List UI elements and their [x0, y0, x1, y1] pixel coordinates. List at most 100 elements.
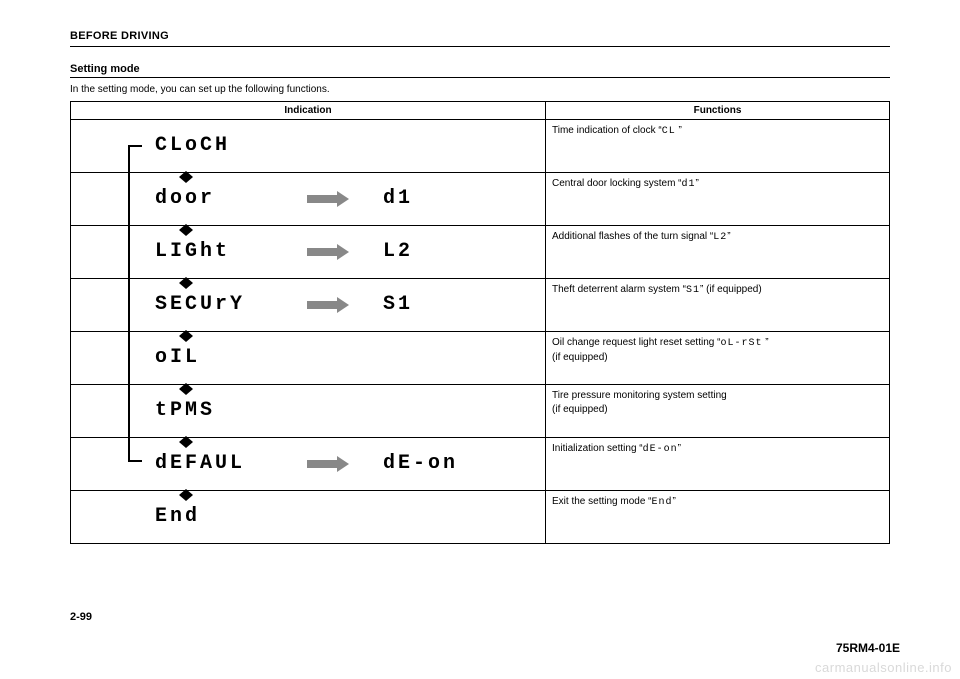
function-prefix: Time indication of clock “	[552, 125, 662, 136]
function-text: Tire pressure monitoring system setting	[552, 389, 883, 403]
arrow-right-icon	[307, 456, 349, 472]
indication-wrap: door d1	[77, 177, 539, 221]
function-suffix: ”	[727, 231, 730, 242]
table-container: Indication Functions CLoCH Time indicatio…	[70, 101, 890, 544]
table-row: CLoCH Time indication of clock “CL ”	[71, 120, 890, 173]
function-text: Additional flashes of the turn signal “L…	[552, 230, 883, 245]
function-cell: Central door locking system “d1”	[546, 173, 890, 226]
arrow-right-icon	[307, 191, 349, 207]
function-suffix: ”	[676, 125, 682, 136]
indication-sub-seg: d1	[383, 187, 413, 210]
section-rule	[70, 46, 890, 47]
arrow-right-icon	[307, 297, 349, 313]
updown-icon	[179, 277, 193, 289]
function-cell: Tire pressure monitoring system setting (…	[546, 385, 890, 438]
updown-icon	[179, 330, 193, 342]
indication-sub-seg: dE-on	[383, 452, 458, 475]
function-prefix: Central door locking system “	[552, 178, 682, 189]
col-indication: Indication	[71, 102, 546, 120]
function-prefix: Oil change request light reset setting “	[552, 337, 720, 348]
watermark: carmanualsonline.info	[815, 660, 952, 675]
indication-main-seg: door	[155, 187, 215, 210]
function-code: End	[652, 497, 673, 508]
function-text: Oil change request light reset setting “…	[552, 336, 883, 351]
function-prefix: Initialization setting “	[552, 443, 643, 454]
function-code: oL-rSt	[720, 338, 762, 349]
function-prefix: Additional flashes of the turn signal “	[552, 231, 713, 242]
function-prefix: Tire pressure monitoring system setting	[552, 390, 727, 401]
indication-cell: End	[71, 491, 546, 544]
function-code: d1	[682, 179, 696, 190]
indication-cell: dEFAUL dE-on	[71, 438, 546, 491]
function-cell: Oil change request light reset setting “…	[546, 332, 890, 385]
table-row: doord1Central door locking system “d1”	[71, 173, 890, 226]
indication-wrap: dEFAUL dE-on	[77, 442, 539, 486]
table-row: oIL Oil change request light reset settin…	[71, 332, 890, 385]
indication-wrap: End	[77, 495, 539, 539]
updown-icon	[179, 171, 193, 183]
document-code: 75RM4-01E	[836, 641, 900, 655]
function-suffix: ” (if equipped)	[700, 284, 762, 295]
function-suffix: ”	[762, 337, 768, 348]
indication-wrap: CLoCH	[77, 124, 539, 168]
indication-sub-seg: L2	[383, 240, 413, 263]
indication-sub-seg: S1	[383, 293, 413, 316]
updown-icon	[179, 224, 193, 236]
table-row: dEFAULdE-onInitialization setting “dE-on…	[71, 438, 890, 491]
function-suffix: ”	[673, 496, 676, 507]
indication-main-seg: CLoCH	[155, 134, 230, 157]
function-text: Central door locking system “d1”	[552, 177, 883, 192]
table-row: SECUrYS1Theft deterrent alarm system “S1…	[71, 279, 890, 332]
indication-main-seg: dEFAUL	[155, 452, 245, 475]
function-prefix: Theft deterrent alarm system “	[552, 284, 686, 295]
setting-mode-heading: Setting mode	[70, 63, 890, 75]
settings-tbody: CLoCHTime indication of clock “CL ”doord…	[71, 120, 890, 544]
function-text: Initialization setting “dE-on”	[552, 442, 883, 457]
table-row: EndExit the setting mode “End”	[71, 491, 890, 544]
function-text: Exit the setting mode “End”	[552, 495, 883, 510]
updown-icon	[179, 489, 193, 501]
indication-main-seg: tPMS	[155, 399, 215, 422]
function-prefix: Exit the setting mode “	[552, 496, 652, 507]
function-extra: (if equipped)	[552, 351, 883, 365]
function-cell: Initialization setting “dE-on”	[546, 438, 890, 491]
updown-icon	[179, 436, 193, 448]
table-row: LIGhtL2Additional flashes of the turn si…	[71, 226, 890, 279]
function-extra: (if equipped)	[552, 403, 883, 417]
indication-cell: CLoCH	[71, 120, 546, 173]
function-code: S1	[686, 285, 700, 296]
page-number: 2-99	[70, 611, 92, 623]
indication-cell: SECUrY S1	[71, 279, 546, 332]
section-label: BEFORE DRIVING	[70, 30, 890, 42]
indication-main-seg: SECUrY	[155, 293, 245, 316]
function-text: Time indication of clock “CL ”	[552, 124, 883, 139]
function-code: dE-on	[643, 444, 678, 455]
manual-page: BEFORE DRIVING Setting mode In the setti…	[0, 0, 960, 679]
function-suffix: ”	[696, 178, 699, 189]
intro-text: In the setting mode, you can set up the …	[70, 84, 890, 95]
indication-cell: oIL	[71, 332, 546, 385]
function-text: Theft deterrent alarm system “S1” (if eq…	[552, 283, 883, 298]
indication-wrap: oIL	[77, 336, 539, 380]
indication-wrap: LIGht L2	[77, 230, 539, 274]
updown-icon	[179, 383, 193, 395]
settings-table: Indication Functions CLoCH Time indicatio…	[70, 101, 890, 544]
indication-main-seg: End	[155, 505, 200, 528]
function-cell: Time indication of clock “CL ”	[546, 120, 890, 173]
arrow-right-icon	[307, 244, 349, 260]
indication-wrap: tPMS	[77, 389, 539, 433]
indication-main-seg: LIGht	[155, 240, 230, 263]
function-suffix: ”	[678, 443, 681, 454]
indication-cell: LIGht L2	[71, 226, 546, 279]
function-cell: Exit the setting mode “End”	[546, 491, 890, 544]
table-row: tPMS Tire pressure monitoring system sett…	[71, 385, 890, 438]
indication-main-seg: oIL	[155, 346, 200, 369]
function-code: CL	[662, 126, 676, 137]
function-cell: Additional flashes of the turn signal “L…	[546, 226, 890, 279]
indication-cell: tPMS	[71, 385, 546, 438]
col-functions: Functions	[546, 102, 890, 120]
subheading-rule	[70, 77, 890, 78]
function-code: L2	[713, 232, 727, 243]
function-cell: Theft deterrent alarm system “S1” (if eq…	[546, 279, 890, 332]
indication-wrap: SECUrY S1	[77, 283, 539, 327]
